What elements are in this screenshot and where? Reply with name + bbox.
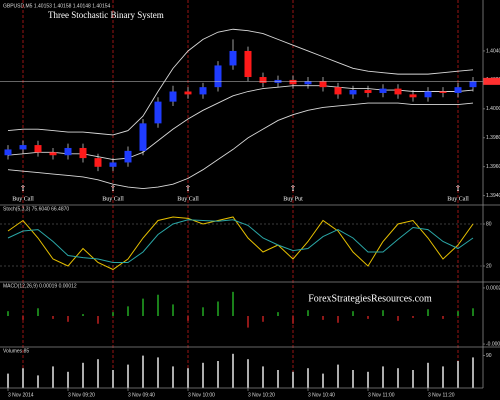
x-tick-label: 3 Nov 10:20 [248, 392, 275, 398]
symbol-header: GBPUSD,M5 1.40153 1.40158 1.40148 1.4015… [3, 3, 111, 9]
signal-label: Buy Call [177, 196, 199, 202]
candle-body [34, 145, 42, 153]
pane-label: MACD(12,26,9) 0.00019 0.00012 [3, 283, 77, 289]
y-tick-label: 90 [486, 353, 492, 359]
candle-body [424, 91, 432, 98]
candle-body [184, 91, 192, 95]
y-tick-label: 1.4040 [486, 48, 500, 54]
x-tick-label: 3 Nov 11:00 [368, 392, 395, 398]
y-tick-label: 20 [486, 263, 492, 269]
candle-body [4, 149, 12, 156]
signal-arrow: ⇧ [185, 184, 192, 193]
x-tick-label: 3 Nov 2014 [8, 392, 34, 398]
candle-body [334, 87, 342, 95]
candle-body [349, 90, 357, 95]
signal-arrow: ⇧ [110, 184, 117, 193]
signal-arrow: ⇧ [290, 184, 297, 193]
y-tick-label: 1.3960 [486, 164, 500, 170]
x-tick-label: 3 Nov 11:20 [428, 392, 455, 398]
candle-body [139, 123, 147, 151]
band-line [7, 28, 474, 136]
y-tick-label: 80 [486, 221, 492, 227]
y-tick-label: 1.3940 [486, 193, 500, 199]
signal-label: Buy Call [447, 196, 469, 202]
candle-body [49, 152, 57, 156]
stoch-line [7, 216, 474, 271]
pane-label: Stoch(5,3,3) 75.6040 66.4870 [3, 206, 69, 212]
candle-body [64, 147, 72, 156]
candle-body [364, 90, 372, 93]
y-tick-label: 1.3980 [486, 135, 500, 141]
signal-label: Buy Put [283, 196, 303, 202]
current-price-box [483, 77, 500, 85]
candle-body [169, 91, 177, 102]
candle-body [19, 145, 27, 150]
x-tick-label: 3 Nov 10:40 [308, 392, 335, 398]
candle-body [229, 50, 237, 66]
candle-body [79, 147, 87, 159]
signal-label: Buy Call [102, 196, 124, 202]
candle-body [214, 65, 222, 88]
candle-body [409, 94, 417, 98]
signal-arrow: ⇧ [20, 184, 27, 193]
y-tick-label: 1.4000 [486, 106, 500, 112]
candle-body [124, 150, 132, 163]
candle-body [259, 77, 267, 83]
band-line [7, 102, 474, 189]
candle-body [394, 88, 402, 95]
candle-body [469, 81, 477, 88]
signal-label: Buy Call [12, 196, 34, 202]
stoch-line [7, 219, 474, 263]
candle-body [379, 88, 387, 93]
candle-body [454, 87, 462, 93]
candle-body [244, 50, 252, 78]
candle-body [154, 101, 162, 124]
candle-body [319, 81, 327, 88]
candle-body [109, 162, 117, 167]
candle-body [94, 158, 102, 167]
y-tick-label: 0.00029 [486, 285, 500, 291]
candle-body [199, 87, 207, 95]
watermark: ForexStrategiesResources.com [308, 293, 432, 304]
signal-arrow: ⇧ [455, 184, 462, 193]
chart-title: Three Stochastic Binary System [48, 10, 164, 20]
x-tick-label: 3 Nov 09:20 [68, 392, 95, 398]
candle-body [439, 91, 447, 93]
x-tick-label: 3 Nov 09:40 [128, 392, 155, 398]
candle-body [304, 81, 312, 85]
candle-body [289, 79, 297, 85]
x-tick-label: 3 Nov 10:00 [188, 392, 215, 398]
y-tick-label: -0.00029 [486, 341, 500, 347]
pane-label: Volumes 85 [3, 348, 29, 354]
